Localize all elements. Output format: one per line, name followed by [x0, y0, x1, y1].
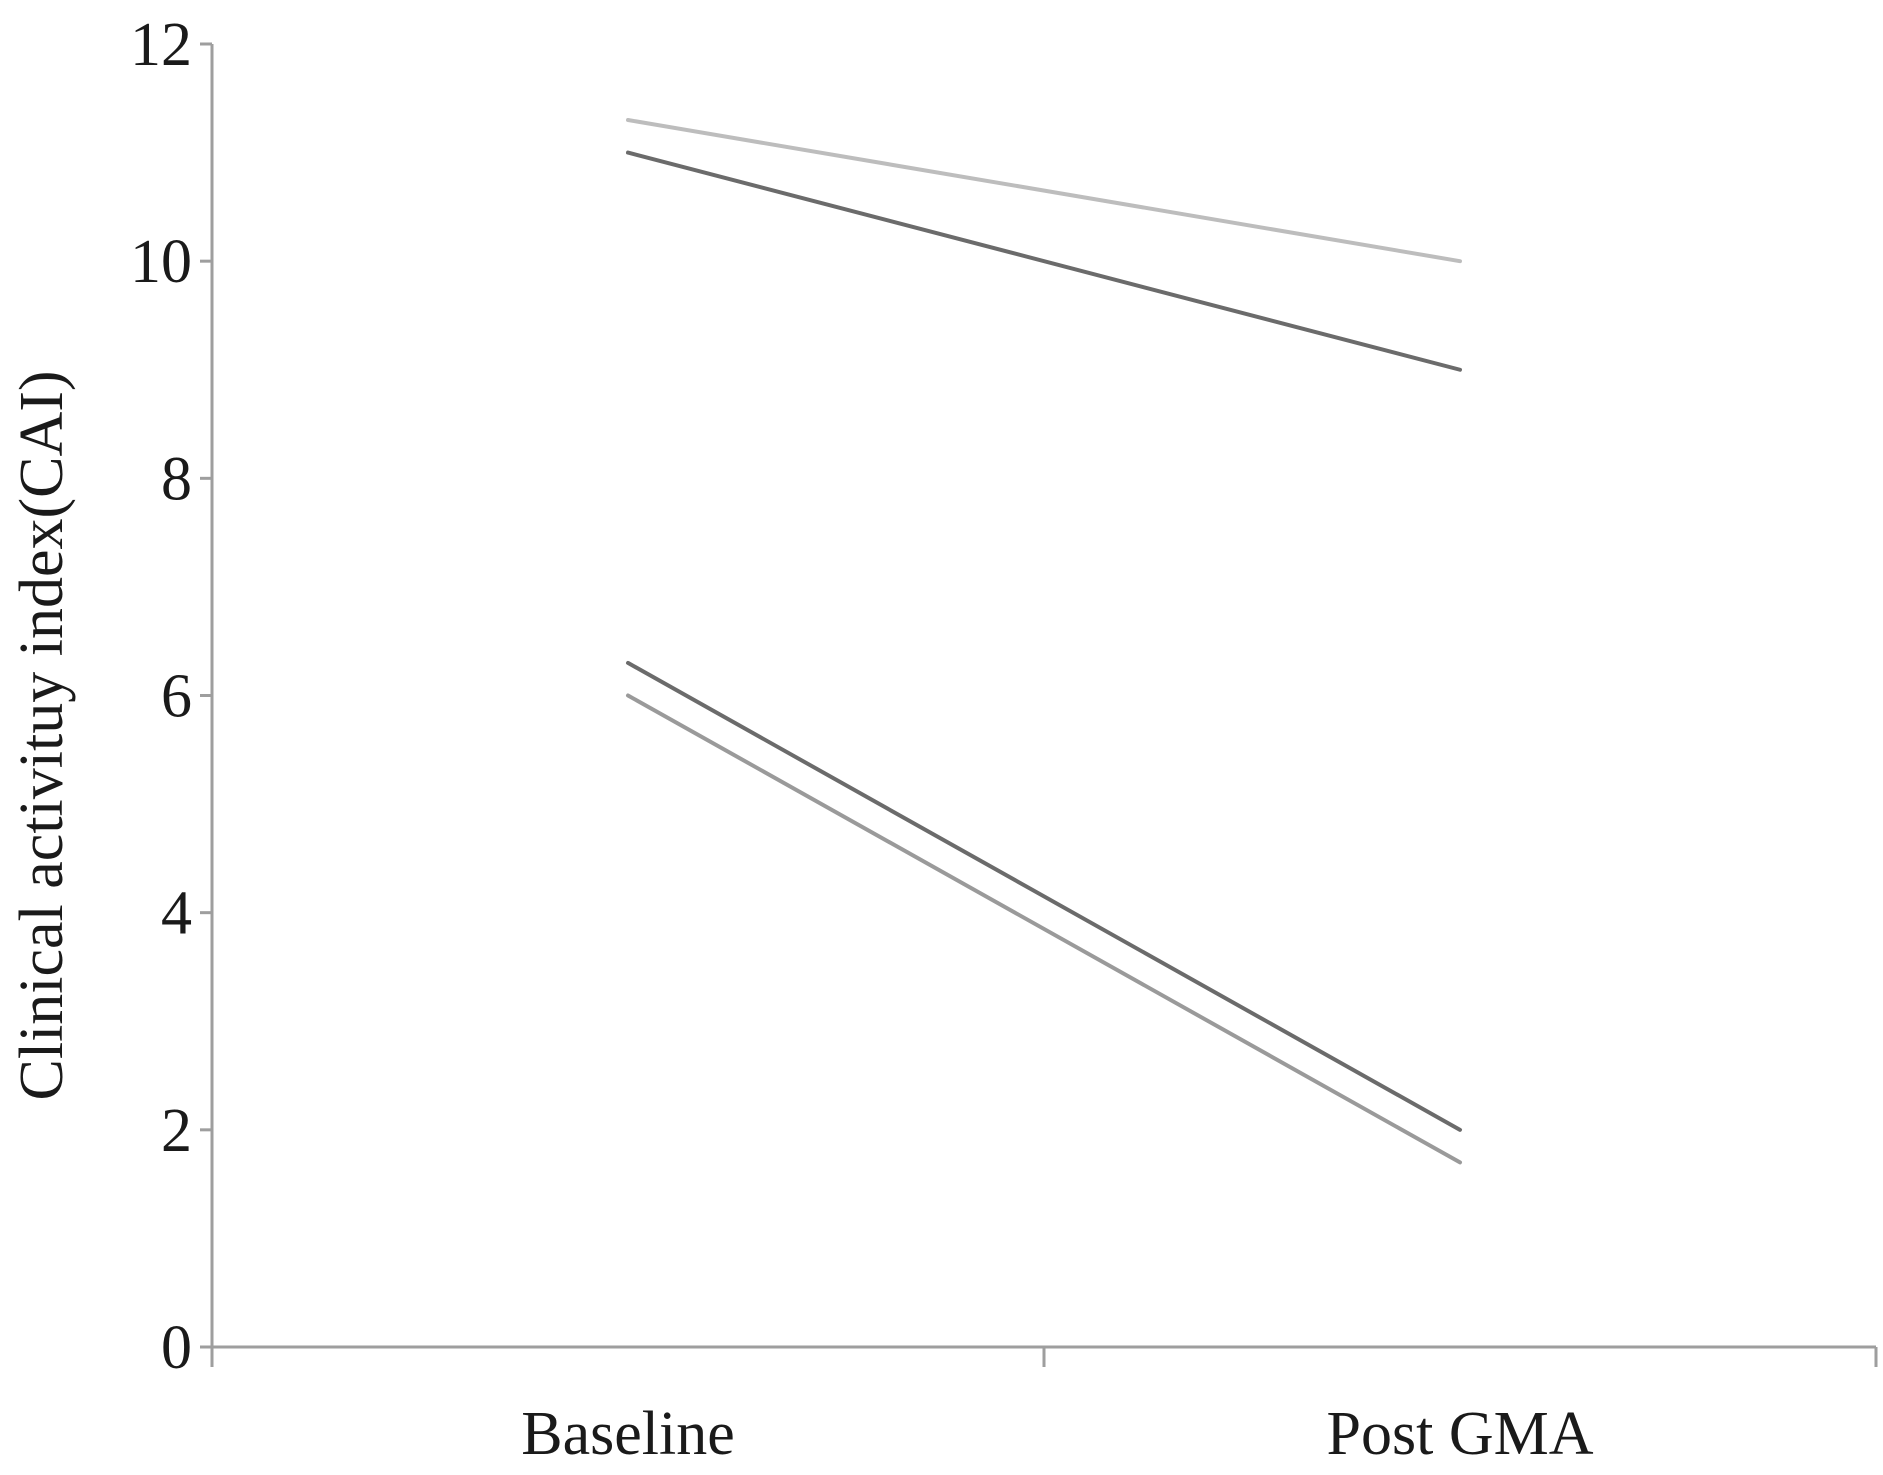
series-line-1	[626, 118, 1462, 264]
series-line-4	[626, 693, 1462, 1165]
series-line-3	[626, 660, 1462, 1132]
x-tick-label: Post GMA	[1326, 1400, 1593, 1468]
y-axis: 0 2 4 6 8 10 12	[130, 11, 214, 1382]
y-tick-label: 12	[130, 11, 192, 79]
y-axis-title: Clinical activituy index(CAI)	[8, 370, 76, 1100]
series-lines	[626, 118, 1462, 1165]
x-tick-label: Baseline	[521, 1400, 735, 1468]
y-tick-label: 0	[161, 1314, 192, 1382]
y-tick-label: 10	[130, 228, 192, 296]
series-line-2	[626, 150, 1462, 372]
y-tick-label: 6	[161, 663, 192, 731]
x-axis: Baseline Post GMA	[210, 1345, 1878, 1468]
y-tick-label: 4	[161, 880, 192, 948]
y-tick-label: 2	[161, 1097, 192, 1165]
y-tick-label: 8	[161, 445, 192, 513]
